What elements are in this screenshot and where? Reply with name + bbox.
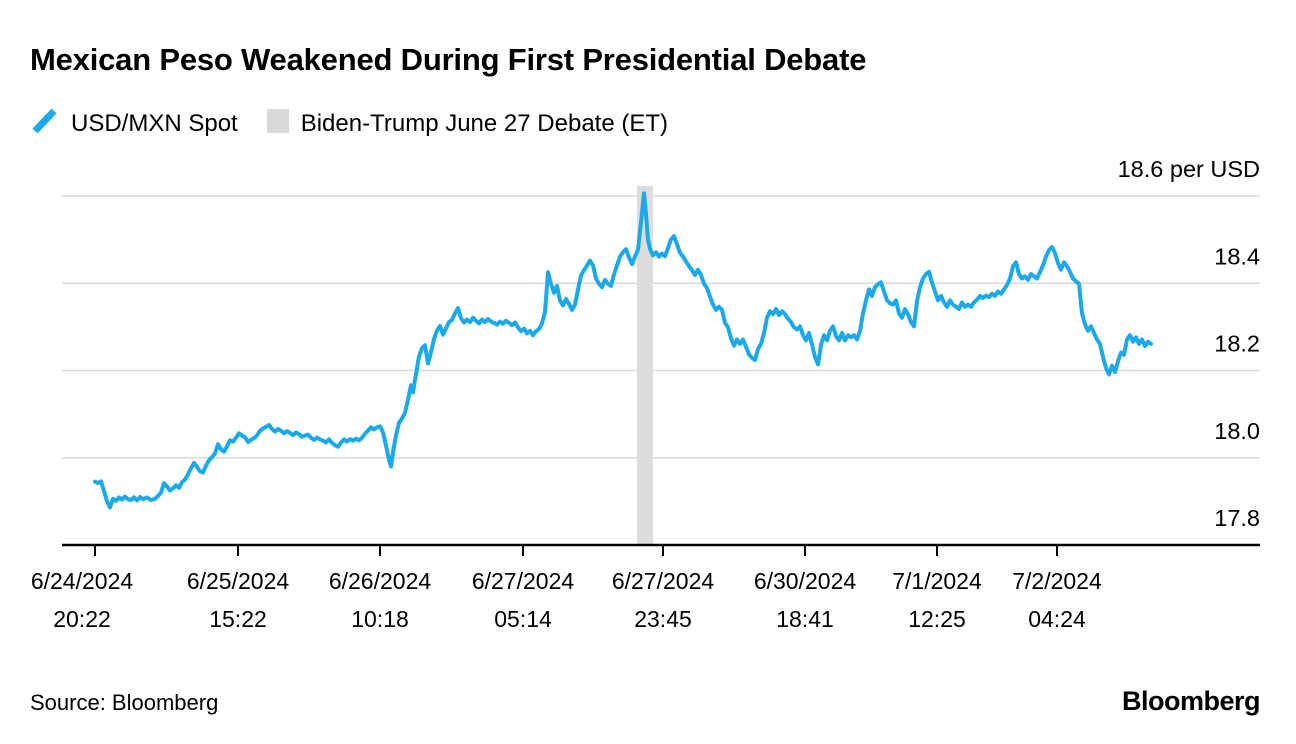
legend-item-debate-band: Biden-Trump June 27 Debate (ET) bbox=[266, 107, 668, 140]
x-tick-date-label: 6/26/2024 bbox=[329, 568, 432, 594]
legend-label-debate-band: Biden-Trump June 27 Debate (ET) bbox=[300, 109, 668, 137]
chart-title: Mexican Peso Weakened During First Presi… bbox=[30, 42, 867, 77]
x-tick-date-label: 6/24/2024 bbox=[31, 568, 134, 594]
y-tick-label: 17.8 bbox=[1214, 505, 1260, 531]
chart-legend: USD/MXN Spot Biden-Trump June 27 Debate … bbox=[30, 106, 668, 141]
x-tick-time-label: 18:41 bbox=[776, 606, 834, 632]
x-tick-date-label: 6/25/2024 bbox=[187, 568, 290, 594]
line-series-icon bbox=[30, 106, 60, 141]
x-tick-date-label: 6/30/2024 bbox=[754, 568, 857, 594]
y-tick-label: 18.6 per USD bbox=[1118, 156, 1260, 182]
legend-item-usdmxn: USD/MXN Spot bbox=[30, 106, 238, 141]
x-tick-time-label: 04:24 bbox=[1028, 606, 1086, 632]
y-tick-label: 18.4 bbox=[1214, 244, 1260, 270]
band-swatch-icon bbox=[266, 107, 290, 140]
x-tick-date-label: 6/27/2024 bbox=[472, 568, 575, 594]
y-tick-label: 18.0 bbox=[1214, 418, 1260, 444]
x-tick-time-label: 12:25 bbox=[908, 606, 966, 632]
x-tick-time-label: 05:14 bbox=[494, 606, 552, 632]
y-tick-label: 18.2 bbox=[1214, 331, 1260, 357]
bloomberg-logo: Bloomberg bbox=[1121, 686, 1261, 716]
usdmxn-line-chart: 6/24/2024 20:22 6/25/2024 15:22 6/26/2024 10:… bbox=[31, 156, 1260, 632]
source-note: Source: Bloomberg bbox=[30, 690, 219, 715]
x-tick-date-label: 6/27/2024 bbox=[612, 568, 715, 594]
x-tick-time-label: 23:45 bbox=[634, 606, 692, 632]
x-tick-date-label: 7/1/2024 bbox=[892, 568, 982, 594]
usdmxn-price-line bbox=[93, 191, 1153, 510]
x-tick-time-label: 10:18 bbox=[351, 606, 409, 632]
x-tick-date-label: 7/2/2024 bbox=[1012, 568, 1102, 594]
x-tick-time-label: 15:22 bbox=[209, 606, 267, 632]
debate-event-band bbox=[637, 186, 653, 545]
x-tick-time-label: 20:22 bbox=[53, 606, 111, 632]
legend-label-usdmxn: USD/MXN Spot bbox=[71, 109, 238, 137]
